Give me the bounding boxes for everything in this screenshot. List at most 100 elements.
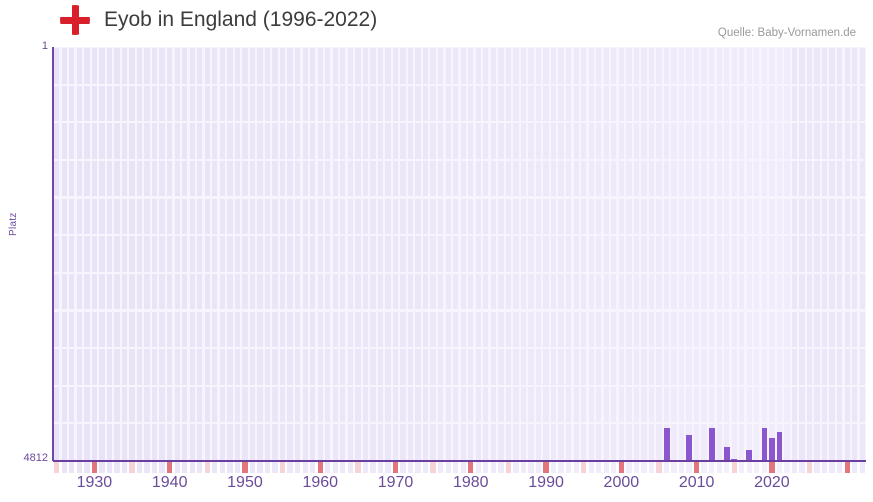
grid-cell — [769, 85, 775, 122]
grid-cell — [302, 236, 308, 272]
grid-cell — [430, 424, 436, 460]
grid-cell — [106, 386, 113, 423]
grid-cell — [174, 386, 180, 423]
grid-cell — [663, 311, 670, 347]
grid-cell — [189, 48, 195, 84]
grid-cell — [370, 349, 376, 385]
year-marker — [407, 462, 414, 473]
half-decade-marker — [355, 462, 361, 473]
grid-cell — [799, 161, 805, 197]
grid-cell — [475, 273, 481, 310]
grid-cell — [385, 85, 391, 122]
grid-cell — [249, 236, 256, 272]
grid-cell — [746, 273, 752, 310]
grid-cell — [182, 349, 188, 385]
grid-cell — [347, 236, 353, 272]
grid-cell — [99, 123, 105, 159]
grid-cell — [99, 85, 105, 122]
grid-cell — [490, 386, 497, 423]
grid-cell — [724, 161, 730, 197]
grid-cell — [167, 123, 173, 159]
grid-cell — [596, 85, 602, 122]
year-marker — [663, 462, 670, 473]
year-marker — [400, 462, 406, 473]
grid-cell — [543, 198, 549, 235]
grid-cell — [821, 386, 828, 423]
grid-cell — [61, 386, 67, 423]
grid-cell — [227, 424, 233, 460]
year-marker — [641, 462, 647, 473]
grid-cell — [648, 311, 655, 347]
grid-cell — [588, 349, 594, 385]
grid-cell — [370, 236, 376, 272]
grid-cell — [430, 386, 436, 423]
grid-cell — [400, 424, 406, 460]
grid-cell — [550, 48, 557, 84]
grid-cell — [528, 123, 534, 159]
grid-cell — [490, 424, 497, 460]
grid-cell — [821, 236, 828, 272]
grid-cell — [505, 311, 512, 347]
grid-cell — [242, 273, 248, 310]
grid-cell — [355, 273, 361, 310]
grid-cell — [61, 311, 67, 347]
grid-cell — [550, 161, 557, 197]
half-decade-marker — [279, 462, 286, 473]
grid-cell — [829, 123, 835, 159]
grid-cell — [54, 198, 60, 235]
grid-cell — [400, 311, 406, 347]
bar — [686, 435, 693, 461]
grid-cell — [852, 424, 858, 460]
grid-cell — [686, 386, 692, 423]
grid-cell — [91, 311, 98, 347]
grid-cell — [287, 386, 293, 423]
grid-cell — [731, 273, 737, 310]
grid-cell — [385, 48, 391, 84]
grid-cell — [603, 273, 609, 310]
grid-cell — [663, 123, 670, 159]
grid-cell — [626, 161, 632, 197]
grid-cell — [581, 48, 587, 84]
grid-cell — [475, 386, 481, 423]
grid-cell — [693, 386, 700, 423]
grid-cell — [174, 48, 180, 84]
grid-cell — [626, 198, 632, 235]
grid-cell — [227, 161, 233, 197]
grid-cell — [498, 161, 504, 197]
grid-cell — [558, 349, 564, 385]
grid-cell — [114, 198, 120, 235]
grid-cell — [468, 311, 474, 347]
grid-cell — [264, 85, 271, 122]
grid-cell — [641, 198, 647, 235]
grid-cell — [588, 198, 594, 235]
grid-cell — [204, 386, 210, 423]
grid-cell — [189, 424, 195, 460]
grid-cell — [656, 349, 662, 385]
grid-cell — [490, 236, 497, 272]
grid-cell — [633, 123, 640, 159]
grid-cell — [513, 273, 519, 310]
grid-cell — [272, 85, 278, 122]
grid-cell — [287, 198, 293, 235]
grid-cell — [754, 48, 760, 84]
grid-cell — [724, 236, 730, 272]
grid-cell — [663, 198, 670, 235]
grid-cell — [219, 386, 226, 423]
grid-cell — [468, 386, 474, 423]
half-decade-marker — [430, 462, 436, 473]
grid-cell — [693, 198, 700, 235]
x-axis-tick-label: 1990 — [528, 474, 564, 491]
grid-cell — [264, 161, 271, 197]
grid-cell — [596, 123, 602, 159]
grid-cell — [550, 311, 557, 347]
grid-cell — [294, 311, 301, 347]
grid-cell — [641, 236, 647, 272]
grid-cell — [76, 273, 82, 310]
grid-cell — [460, 386, 466, 423]
grid-cell — [325, 198, 331, 235]
grid-cell — [799, 85, 805, 122]
grid-cell — [392, 311, 399, 347]
grid-cell — [159, 311, 165, 347]
grid-cell — [234, 424, 241, 460]
grid-cell — [249, 48, 256, 84]
